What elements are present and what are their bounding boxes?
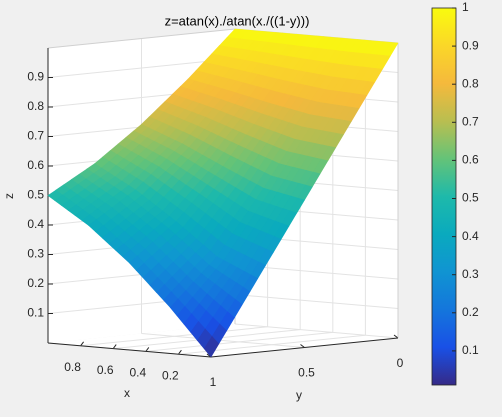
y-tick [393, 334, 399, 339]
grid-line [234, 323, 399, 339]
x-tick [80, 341, 84, 347]
colorbar-tick-label: 0.2 [462, 305, 479, 319]
grid-line [141, 333, 305, 348]
colorbar-tick-label: 0.9 [462, 38, 479, 52]
x-tick-label: 0.6 [97, 363, 114, 377]
z-tick-label: 0.6 [27, 158, 44, 172]
y-tick-label: 1 [210, 375, 217, 389]
x-tick [112, 344, 117, 349]
colorbar-tick-label: 0.7 [462, 114, 479, 128]
z-tick-label: 0.1 [27, 306, 44, 320]
colorbar-tick-label: 0.8 [462, 76, 479, 90]
z-tick-label: 0.8 [27, 99, 44, 113]
y-tick [300, 344, 305, 348]
axis-line [47, 342, 212, 358]
axis-line [210, 337, 399, 358]
x-axis-label: x [124, 386, 130, 400]
colorbar-tick-label: 0.6 [462, 153, 479, 167]
y-tick-label: 0 [397, 356, 404, 370]
grid-line [234, 294, 399, 309]
colorbar-tick-label: 1 [462, 0, 469, 14]
colorbar-tick-label: 0.3 [462, 267, 479, 281]
x-tick-label: 0.2 [162, 368, 179, 382]
surface-patch [203, 335, 220, 358]
colorbar-tick-label: 0.5 [462, 191, 479, 205]
colorbar [431, 7, 457, 386]
y-tick-label: 0.5 [298, 366, 315, 380]
colorbar-tick-label: 0.4 [462, 229, 479, 243]
z-tick-label: 0.4 [27, 217, 44, 231]
box-edge [47, 28, 236, 49]
x-tick [145, 347, 150, 352]
y-axis-label: y [296, 388, 302, 402]
z-tick-label: 0.3 [27, 247, 44, 261]
z-tick-label: 0.5 [27, 188, 44, 202]
z-axis-label: z [2, 193, 16, 199]
z-tick-label: 0.7 [27, 129, 44, 143]
chart-title: z=atan(x)./atan(x./((1-y))) [165, 13, 310, 28]
x-tick-label: 0.8 [64, 360, 81, 374]
x-tick-label: 0.4 [129, 366, 146, 380]
z-tick-label: 0.2 [27, 276, 44, 290]
z-tick-label: 0.9 [27, 70, 44, 84]
x-tick [177, 349, 182, 355]
colorbar-tick-label: 0.1 [462, 343, 479, 357]
